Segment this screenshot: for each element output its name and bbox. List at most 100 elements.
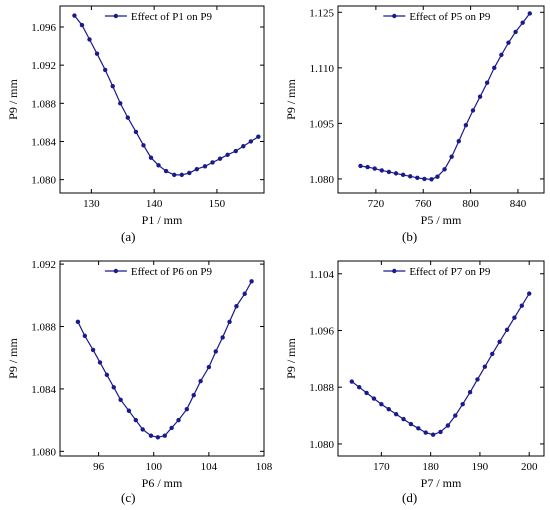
data-point-a [163, 168, 169, 174]
x-tick-label-d: 170 [373, 461, 390, 473]
data-point-a [233, 148, 238, 154]
data-point-b [372, 166, 377, 171]
x-axis-label-a: P1 / mm [142, 213, 183, 227]
plot-frame-c [59, 260, 265, 457]
data-point-b [365, 164, 370, 170]
data-point-d [445, 423, 451, 428]
data-point-c [176, 417, 181, 423]
y-axis-label-d: P9 / mm [284, 338, 298, 379]
data-point-c [90, 347, 96, 353]
y-tick-label-b: 1.080 [309, 174, 334, 186]
y-tick-label-d: 1.080 [309, 439, 334, 451]
data-point-a [94, 51, 100, 56]
data-point-a [210, 160, 215, 165]
data-point-c [198, 378, 203, 384]
y-tick-label-d: 1.096 [309, 325, 334, 337]
data-point-c [162, 433, 167, 438]
legend-label-b: Effect of P5 on P9 [409, 11, 491, 23]
data-point-c [97, 360, 103, 365]
x-tick-label-a: 150 [209, 198, 226, 210]
data-point-c [234, 304, 239, 309]
y-tick-label-d: 1.088 [309, 382, 334, 394]
data-point-c [184, 407, 190, 412]
series-line-c [77, 281, 253, 438]
x-tick-label-d: 200 [521, 461, 538, 473]
data-point-c [111, 385, 116, 390]
data-point-c [213, 349, 218, 354]
data-point-d [497, 339, 502, 345]
data-point-a [202, 164, 208, 169]
data-point-b [492, 65, 497, 71]
data-point-a [187, 170, 192, 176]
data-point-b [442, 167, 447, 172]
data-point-d [371, 396, 377, 401]
data-point-a [79, 22, 85, 28]
data-point-d [467, 389, 473, 395]
x-tick-label-b: 760 [415, 198, 432, 210]
data-point-b [386, 169, 392, 175]
data-point-d [386, 407, 391, 412]
data-point-a [87, 37, 92, 42]
x-tick-label-a: 140 [146, 198, 163, 210]
data-point-a [179, 172, 184, 178]
plot-frame-d [337, 260, 545, 457]
data-point-a [141, 143, 146, 148]
data-point-c [148, 433, 154, 438]
data-point-a [241, 144, 246, 149]
data-point-b [429, 177, 434, 182]
data-point-c [118, 397, 123, 403]
data-point-d [356, 385, 362, 390]
data-point-d [453, 413, 458, 418]
data-point-d [519, 303, 525, 308]
data-point-b [499, 52, 504, 58]
data-point-d [393, 411, 399, 417]
data-point-d [364, 390, 369, 396]
data-point-b [463, 123, 469, 128]
y-tick-label-b: 1.125 [309, 7, 334, 19]
data-point-c [82, 333, 88, 339]
data-point-d [401, 416, 406, 422]
y-axis-label-a: P9 / mm [6, 79, 20, 120]
data-point-c [75, 319, 81, 325]
x-axis-label-c: P6 / mm [142, 476, 183, 490]
data-point-d [430, 432, 436, 437]
x-tick-label-b: 720 [368, 198, 385, 210]
data-point-d [416, 426, 421, 431]
data-point-b [484, 80, 490, 85]
data-point-a [256, 134, 261, 139]
data-point-b [477, 94, 483, 99]
panel-label-c: (c) [121, 490, 136, 505]
data-point-c [140, 427, 145, 432]
x-tick-label-c: 96 [93, 461, 105, 473]
y-tick-label-a: 1.084 [31, 136, 56, 148]
data-point-b [449, 154, 454, 159]
panel-label-a: (a) [121, 229, 136, 244]
data-point-a [148, 155, 154, 160]
legend-label-a: Effect of P1 on P9 [131, 11, 213, 23]
data-point-b [506, 40, 511, 45]
data-point-c [249, 279, 254, 284]
data-point-c [206, 364, 212, 370]
plot-frame-b [337, 5, 545, 194]
data-point-a [125, 115, 130, 120]
x-tick-label-c: 108 [256, 461, 273, 473]
series-line-b [360, 13, 531, 180]
data-point-d [504, 327, 510, 332]
panel-label-d: (d) [402, 490, 418, 505]
data-point-b [358, 163, 363, 169]
data-point-b [408, 174, 413, 179]
y-tick-label-b: 1.095 [309, 118, 334, 130]
data-point-d [460, 402, 465, 407]
y-tick-label-c: 1.088 [31, 322, 56, 334]
x-tick-label-b: 800 [462, 198, 479, 210]
y-tick-label-c: 1.092 [31, 259, 56, 271]
x-tick-label-b: 840 [510, 198, 527, 210]
data-point-a [248, 139, 254, 144]
y-tick-label-a: 1.096 [31, 22, 56, 34]
series-line-a [73, 15, 259, 176]
x-tick-label-c: 100 [145, 461, 162, 473]
y-tick-label-b: 1.110 [310, 63, 335, 75]
data-point-a [133, 129, 139, 135]
data-point-a [217, 156, 223, 161]
data-point-b [379, 168, 385, 173]
